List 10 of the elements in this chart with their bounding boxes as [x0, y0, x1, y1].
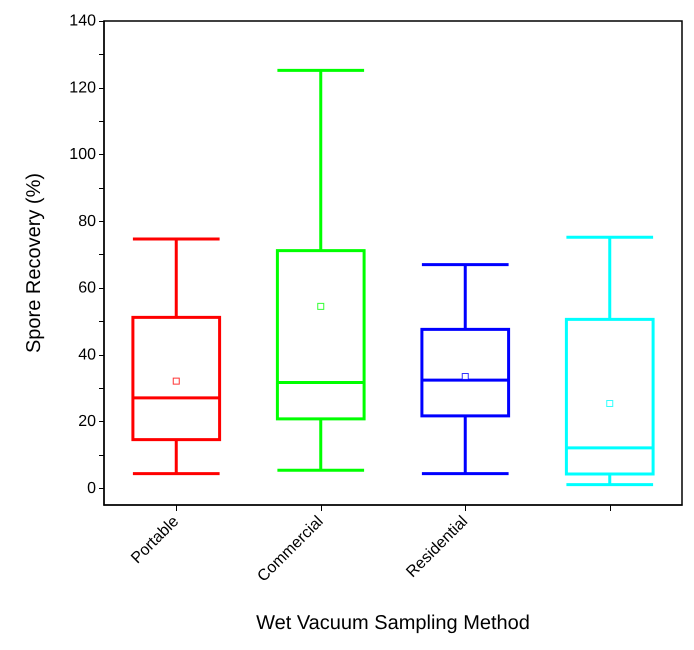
y-tick-label: 140: [69, 12, 96, 30]
y-axis-title: Spore Recovery (%): [23, 172, 45, 354]
y-tick-label: 60: [78, 280, 96, 297]
y-tick-label: 40: [78, 346, 96, 364]
y-tick-label: 100: [69, 146, 96, 164]
x-axis-title: Wet Vacuum Sampling Method: [256, 612, 530, 634]
y-tick-label: 20: [78, 413, 96, 430]
y-tick-label: 0: [87, 480, 96, 497]
y-tick-label: 80: [78, 212, 96, 230]
y-tick-label: 120: [69, 79, 96, 96]
